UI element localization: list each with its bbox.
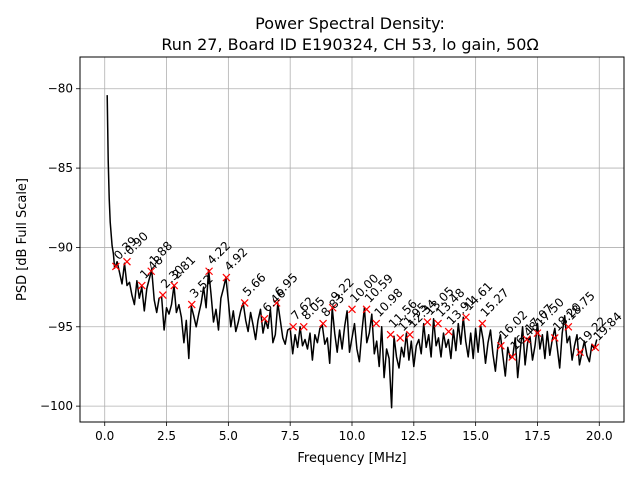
harmonic-marker	[434, 319, 442, 328]
x-tick-label: 15.0	[462, 429, 489, 443]
harmonic-marker-stroke	[533, 329, 542, 338]
harmonic-marker	[362, 305, 371, 314]
harmonic-marker	[240, 299, 249, 307]
harmonic-marker	[405, 330, 414, 339]
harmonic-marker-stroke	[462, 313, 470, 322]
harmonic-marker	[423, 318, 432, 326]
harmonic-marker-stroke	[299, 322, 308, 331]
harmonic-marker	[319, 319, 327, 328]
harmonic-marker-stroke	[444, 327, 453, 336]
harmonic-marker	[111, 262, 120, 271]
harmonic-marker	[158, 291, 167, 299]
harmonic-marker-stroke	[147, 267, 156, 276]
harmonic-marker	[272, 299, 281, 307]
harmonic-marker	[396, 333, 405, 342]
x-tick-label: 0.0	[95, 429, 114, 443]
harmonic-marker	[260, 314, 269, 323]
harmonic-label: 5.66	[240, 270, 269, 299]
y-tick-label: −95	[48, 320, 73, 334]
harmonic-marker-stroke	[362, 305, 371, 314]
harmonic-label: 0.90	[122, 229, 151, 258]
harmonic-marker	[137, 281, 146, 290]
harmonic-marker	[386, 330, 395, 339]
harmonic-marker-stroke	[522, 335, 531, 344]
harmonic-marker-stroke	[508, 353, 517, 361]
harmonic-marker	[533, 329, 542, 338]
psd-series-line	[106, 95, 598, 409]
harmonic-marker-stroke	[272, 299, 281, 307]
harmonic-marker	[444, 327, 453, 336]
harmonic-marker-stroke	[205, 267, 214, 276]
harmonic-marker	[289, 322, 298, 331]
harmonic-marker-stroke	[423, 318, 432, 326]
series-lines	[106, 95, 598, 409]
harmonic-marker	[522, 335, 531, 344]
harmonic-marker	[591, 343, 600, 352]
x-tick-label: 10.0	[339, 429, 366, 443]
harmonic-marker-stroke	[478, 319, 487, 328]
harmonic-marker	[496, 341, 505, 350]
x-tick-label: 17.5	[524, 429, 551, 443]
harmonic-marker	[328, 303, 337, 312]
harmonic-marker-stroke	[496, 341, 505, 350]
harmonic-marker	[299, 322, 308, 331]
y-tick-label: −100	[40, 399, 73, 413]
harmonic-marker	[187, 300, 196, 309]
y-tick-label: −85	[48, 161, 73, 175]
harmonic-marker	[123, 257, 131, 266]
chart-subtitle: Run 27, Board ID E190324, CH 53, lo gain…	[161, 35, 538, 54]
harmonic-marker-stroke	[405, 330, 414, 339]
x-axis-label: Frequency [MHz]	[297, 451, 406, 466]
harmonic-marker-stroke	[591, 343, 600, 352]
harmonic-marker-stroke	[564, 322, 573, 331]
harmonic-marker-stroke	[137, 281, 146, 290]
harmonic-marker-stroke	[396, 333, 405, 342]
x-tick-label: 7.5	[281, 429, 300, 443]
x-tick-label: 5.0	[219, 429, 238, 443]
harmonic-marker-stroke	[348, 305, 356, 314]
y-tick-label: −90	[48, 240, 73, 254]
harmonic-marker-stroke	[187, 300, 196, 309]
grid-lines	[80, 57, 624, 422]
chart-title: Power Spectral Density:	[255, 14, 445, 33]
harmonic-marker-stroke	[434, 319, 442, 328]
harmonic-marker-stroke	[240, 299, 249, 307]
harmonic-marker-stroke	[386, 330, 395, 339]
harmonic-marker-stroke	[289, 322, 298, 331]
harmonic-marker	[147, 267, 156, 276]
harmonic-marker	[222, 273, 231, 282]
harmonic-marker-stroke	[111, 262, 120, 271]
harmonic-marker	[170, 281, 179, 290]
harmonic-marker-stroke	[170, 281, 179, 290]
x-tick-label: 20.0	[586, 429, 613, 443]
harmonic-marker	[372, 319, 381, 328]
harmonic-marker	[348, 305, 356, 314]
x-tick-label: 12.5	[400, 429, 427, 443]
harmonic-marker-stroke	[158, 291, 167, 299]
harmonic-marker-stroke	[372, 319, 381, 328]
plot-frame	[79, 56, 625, 423]
harmonic-marker-stroke	[576, 348, 584, 357]
harmonic-marker-stroke	[222, 273, 231, 282]
harmonic-marker-stroke	[550, 333, 559, 342]
x-tick-label: 2.5	[157, 429, 176, 443]
harmonic-marker	[550, 333, 559, 342]
y-tick-label: −80	[48, 82, 73, 96]
harmonic-marker	[478, 319, 487, 328]
harmonic-marker-stroke	[319, 319, 327, 328]
harmonic-marker	[564, 322, 573, 331]
harmonic-label: 2.81	[169, 253, 198, 282]
harmonic-marker	[205, 267, 214, 276]
axis-ticks: 0.0 2.5 5.0 7.5 10.0 12.5 15.0 17.5 20.0 −100 −95 −…	[40, 82, 613, 443]
harmonic-marker	[462, 313, 470, 322]
harmonic-marker-stroke	[123, 257, 131, 266]
harmonic-marker	[508, 353, 517, 361]
harmonic-marker-stroke	[328, 303, 337, 312]
y-axis-label: PSD [dB Full Scale]	[15, 178, 30, 301]
harmonic-marker-stroke	[260, 314, 269, 323]
harmonic-markers	[111, 257, 600, 361]
harmonic-marker	[576, 348, 584, 357]
